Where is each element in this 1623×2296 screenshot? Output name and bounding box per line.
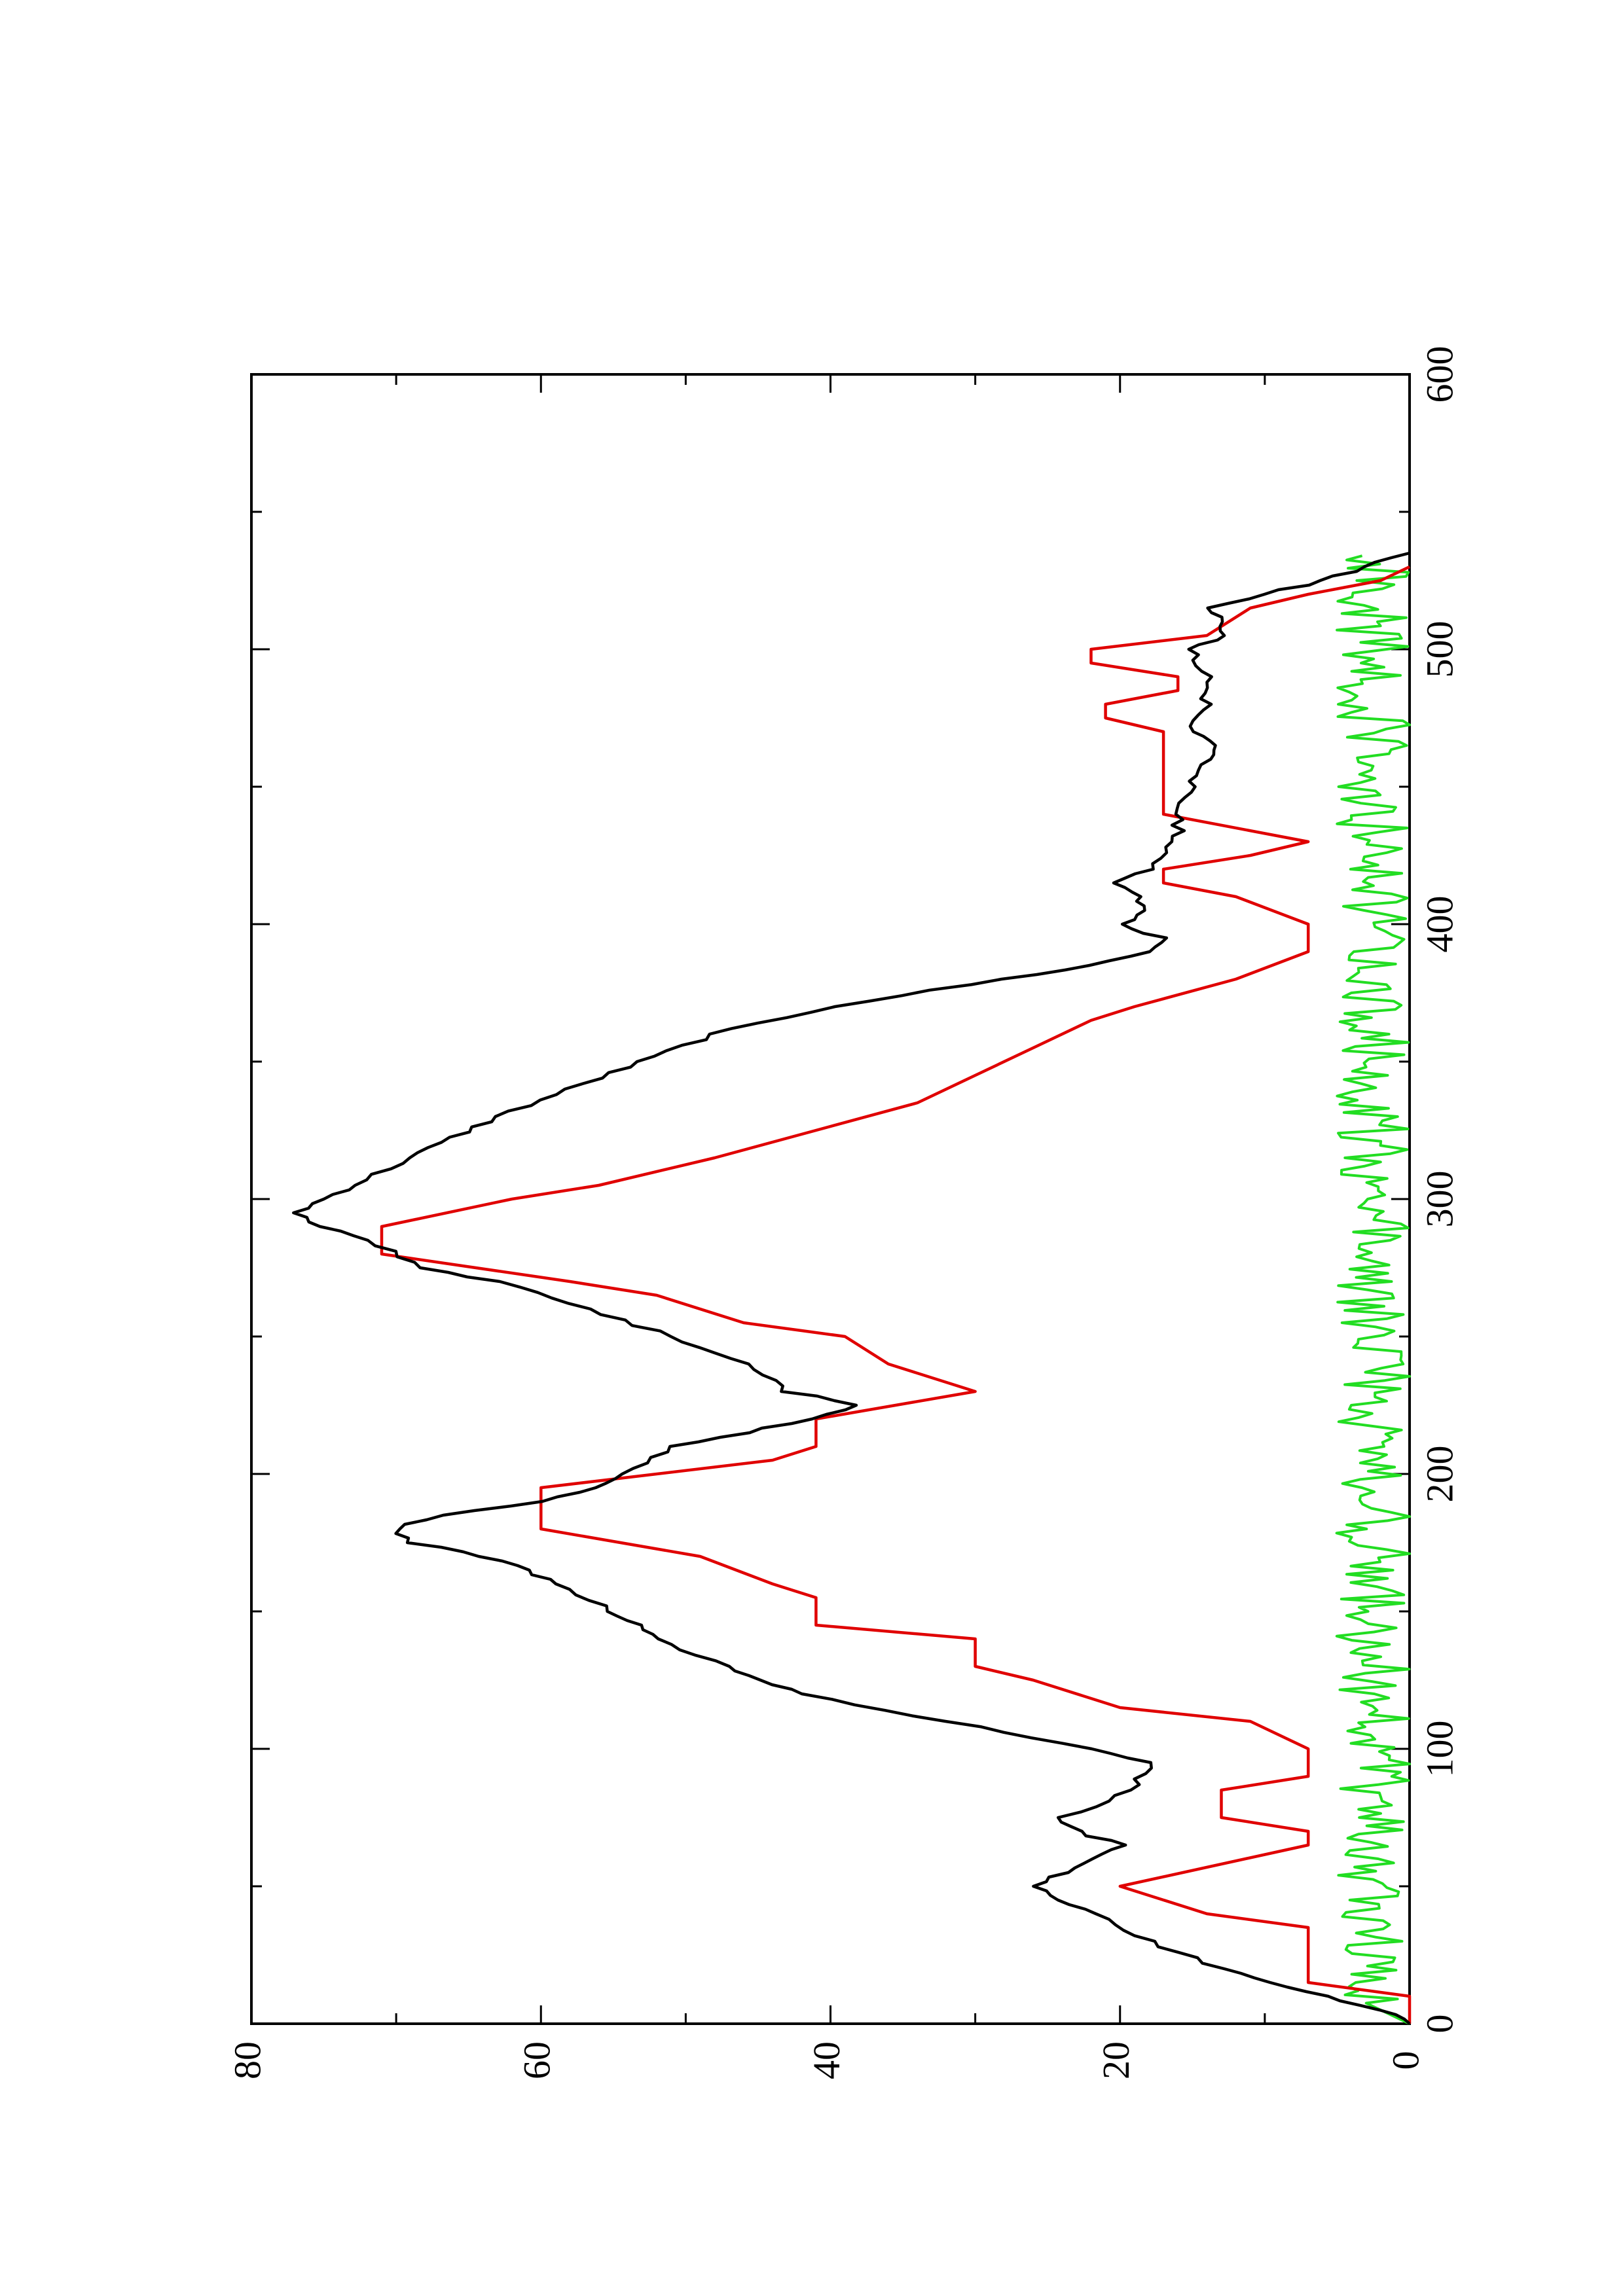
series-line (292, 551, 1411, 2025)
axis-tick-labels: 0 100 200 300 400 500 600 0 20 40 60 80 (226, 346, 1461, 2080)
x-tick-label: 0 (1418, 2015, 1461, 2034)
y-tick-label: 20 (1095, 2041, 1137, 2079)
series-line (1335, 554, 1411, 2025)
x-tick-label: 400 (1418, 896, 1461, 953)
plot-frame (250, 373, 1411, 2025)
x-tick-label: 300 (1418, 1171, 1461, 1228)
y-tick-label: 80 (226, 2041, 268, 2079)
y-tick-label: 0 (1384, 2051, 1427, 2070)
x-tick-label: 500 (1418, 621, 1461, 678)
x-tick-label: 100 (1418, 1721, 1461, 1778)
y-tick-label: 40 (805, 2041, 848, 2079)
y-tick-label: 60 (516, 2041, 558, 2079)
axis-ticks (250, 373, 1411, 2025)
x-tick-label: 200 (1418, 1446, 1461, 1503)
series-group (292, 551, 1412, 2025)
series-line (380, 565, 1412, 2024)
x-tick-label: 600 (1418, 346, 1461, 403)
